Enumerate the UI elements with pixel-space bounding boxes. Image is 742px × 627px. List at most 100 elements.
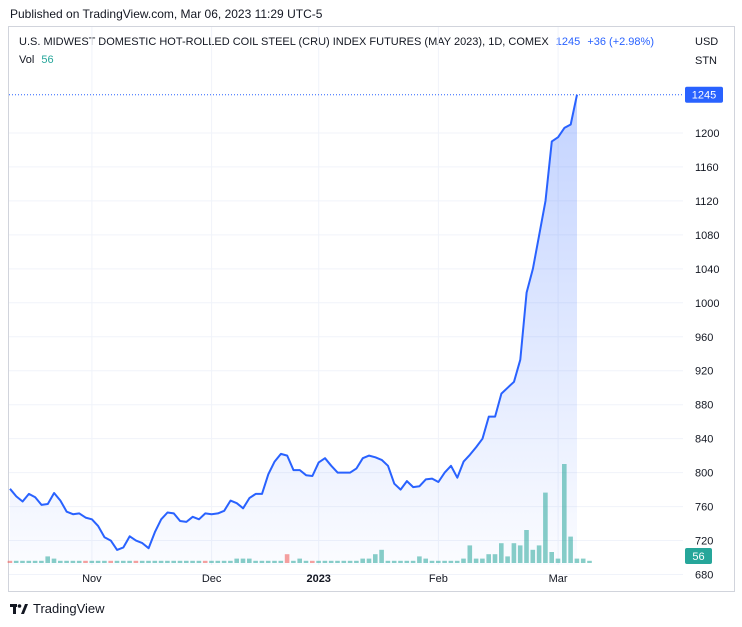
volume-bar-up bbox=[127, 560, 132, 563]
volume-bar-up bbox=[215, 560, 221, 563]
published-line: Published on TradingView.com, Mar 06, 20… bbox=[10, 7, 323, 21]
volume-bar-up bbox=[543, 492, 548, 563]
volume-bar-up bbox=[165, 560, 170, 563]
volume-bar-up bbox=[580, 558, 586, 563]
y-tick-label: 1200 bbox=[695, 128, 719, 140]
volume-bar-down bbox=[284, 554, 290, 563]
volume-bar-up bbox=[335, 560, 340, 563]
volume-bar-up bbox=[574, 558, 580, 563]
volume-bar-up bbox=[587, 560, 592, 563]
volume-bar-up bbox=[366, 558, 372, 563]
volume-bar-up bbox=[64, 560, 69, 563]
volume-bar-up bbox=[467, 545, 473, 563]
volume-bar-up bbox=[240, 558, 246, 563]
volume-bar-up bbox=[524, 530, 529, 563]
volume-bar-up bbox=[480, 558, 485, 563]
volume-bar-up bbox=[316, 560, 321, 563]
volume-bar-up bbox=[26, 560, 32, 563]
tradingview-logo-icon bbox=[10, 603, 28, 615]
volume-bar-up bbox=[385, 560, 391, 563]
volume-bar-up bbox=[454, 560, 460, 563]
volume-bar-down bbox=[83, 560, 88, 563]
volume-bar-up bbox=[253, 560, 258, 563]
time-axis[interactable]: Nov Dec 2023 Feb Mar bbox=[82, 573, 568, 585]
price-tag bbox=[685, 86, 723, 103]
volume-bar-up bbox=[184, 560, 189, 563]
price-line-layer bbox=[9, 94, 683, 551]
volume-bar-up bbox=[51, 558, 57, 563]
volume-bar-down bbox=[7, 560, 13, 563]
volume-bar-up bbox=[158, 560, 164, 563]
currency-label[interactable]: USD bbox=[695, 36, 719, 48]
volume-bar-down bbox=[202, 560, 208, 563]
volume-bar-down bbox=[108, 560, 113, 563]
volume-bar-up bbox=[536, 545, 542, 563]
volume-bar-up bbox=[442, 560, 447, 563]
x-tick-label: Nov bbox=[82, 573, 102, 585]
chart-frame bbox=[8, 26, 735, 592]
volume-bar-up bbox=[32, 560, 38, 563]
volume-bar-up bbox=[303, 560, 309, 563]
volume-bar-up bbox=[354, 560, 359, 563]
unit-label[interactable]: STN bbox=[695, 55, 717, 67]
price-tag-label: 1245 bbox=[692, 90, 716, 102]
volume-bar-up bbox=[436, 560, 441, 563]
volume-bar-up bbox=[228, 560, 233, 563]
y-tick-label: 840 bbox=[695, 434, 713, 446]
volume-bar-up bbox=[209, 560, 214, 563]
y-tick-label: 760 bbox=[695, 502, 713, 514]
volume-bar-up bbox=[20, 560, 25, 563]
volume-bar-up bbox=[404, 560, 410, 563]
volume-bar-up bbox=[423, 558, 428, 563]
price-axis[interactable]: 680 720 760 800 840 880 920 960 1000 1040 1080 1120… bbox=[695, 128, 719, 582]
y-tick-label: 880 bbox=[695, 400, 713, 412]
volume-bar-up bbox=[461, 558, 466, 563]
y-tick-label: 1160 bbox=[695, 162, 719, 174]
volume-bar-up bbox=[505, 556, 510, 563]
x-tick-label: Feb bbox=[429, 573, 448, 585]
volume-tag bbox=[685, 548, 712, 564]
volume-bar-up bbox=[95, 560, 101, 563]
volume-bar-up bbox=[139, 560, 145, 563]
volume-bar-up bbox=[555, 558, 561, 563]
volume-bar-up bbox=[347, 560, 353, 563]
chart-legend: U.S. MIDWEST DOMESTIC HOT-ROLLED COIL ST… bbox=[19, 36, 654, 48]
volume-bar-up bbox=[76, 560, 82, 563]
volume-bar-up bbox=[473, 558, 479, 563]
volume-bar-up bbox=[328, 560, 334, 563]
volume-bar-up bbox=[39, 560, 44, 563]
volume-bar-up bbox=[373, 554, 378, 563]
volume-bar-up bbox=[272, 560, 277, 563]
legend-price: 1245 bbox=[555, 36, 581, 48]
volume-bar-up bbox=[190, 560, 195, 563]
volume-bar-up bbox=[234, 558, 239, 563]
footer: TradingView bbox=[10, 601, 105, 616]
y-tick-label: 960 bbox=[695, 332, 713, 344]
volume-bar-up bbox=[379, 549, 384, 563]
volume-bar-up bbox=[398, 560, 403, 563]
volume-bar-up bbox=[102, 560, 107, 563]
x-tick-label: Dec bbox=[202, 573, 222, 585]
tradingview-brand[interactable]: TradingView bbox=[33, 601, 105, 616]
volume-bar-up bbox=[568, 536, 573, 563]
symbol-title[interactable]: U.S. MIDWEST DOMESTIC HOT-ROLLED COIL ST… bbox=[19, 36, 549, 48]
price-area-fill bbox=[10, 94, 577, 565]
volume-bar-up bbox=[259, 560, 265, 563]
volume-bar-down bbox=[310, 560, 315, 563]
volume-bar-up bbox=[265, 560, 271, 563]
volume-bar-up bbox=[152, 560, 158, 563]
volume-bar-up bbox=[177, 560, 183, 563]
price-area bbox=[10, 94, 577, 565]
volume-bar-up bbox=[221, 560, 227, 563]
volume-bar-up bbox=[549, 552, 554, 563]
volume-bar-up bbox=[410, 560, 416, 563]
volume-bar-up bbox=[121, 560, 126, 563]
volume-bar-up bbox=[89, 560, 95, 563]
volume-bar-up bbox=[114, 560, 120, 563]
legend-change: +36 (+2.98%) bbox=[587, 36, 654, 48]
volume-value: 56 bbox=[41, 54, 54, 66]
y-tick-label: 1040 bbox=[695, 264, 719, 276]
volume-bar-up bbox=[391, 560, 397, 563]
volume-bar-up bbox=[517, 545, 523, 563]
